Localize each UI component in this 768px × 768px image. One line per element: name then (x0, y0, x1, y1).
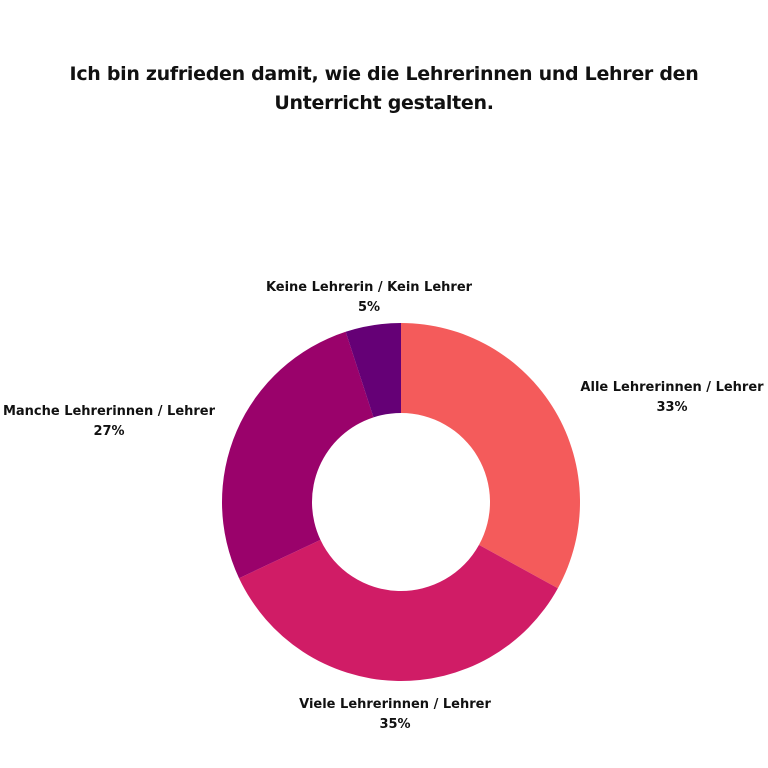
slice-value-1: 35% (379, 717, 410, 732)
labels-group: Alle Lehrerinnen / Lehrer 33% Viele Lehrer… (3, 280, 764, 732)
slices-group (221, 323, 580, 681)
slice-3 (345, 323, 401, 418)
slice-label-0: Alle Lehrerinnen / Lehrer (580, 380, 764, 395)
slice-1 (239, 539, 558, 681)
slice-value-0: 33% (656, 400, 687, 415)
slice-label-1: Viele Lehrerinnen / Lehrer (299, 697, 491, 712)
slice-2 (221, 331, 374, 579)
slice-label-2: Manche Lehrerinnen / Lehrer (3, 404, 216, 419)
slice-label-3: Keine Lehrerin / Kein Lehrer (266, 280, 473, 295)
slice-0 (401, 323, 580, 589)
chart-title: Ich bin zufrieden damit, wie die Lehreri… (69, 63, 699, 114)
slice-value-2: 27% (93, 424, 124, 439)
slice-value-3: 5% (358, 300, 380, 315)
